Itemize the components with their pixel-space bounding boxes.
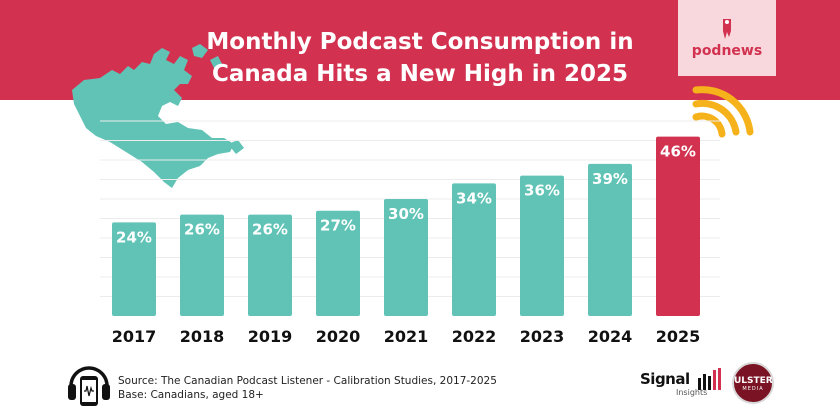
base-text: Base: Canadians, aged 18+ [118,389,264,401]
x-tick-2021: 2021 [384,327,429,346]
data-label-2023: 36% [524,182,560,200]
podnews-wordmark: podnews [691,43,763,59]
ulster-subtitle: MEDIA [742,386,764,392]
headphones-phone-icon [68,366,110,406]
chart-title: Monthly Podcast Consumption in Canada Hi… [150,26,690,90]
microphone-icon [723,19,731,39]
data-label-2025: 46% [660,143,696,161]
signal-wordmark: Signal [640,370,690,388]
bar-2024 [588,163,632,316]
x-tick-2024: 2024 [588,327,633,346]
data-label-2018: 26% [184,221,220,239]
bar-2019 [248,214,292,316]
bar-chart: 24% 26% 26% 27% 30% 34% 36% 39% 46% 2017 2018 2019… [100,120,720,346]
data-label-2017: 24% [116,228,152,246]
x-tick-2018: 2018 [180,327,225,346]
podnews-logo: podnews [678,0,776,76]
signal-insights-logo: Signal Insights [640,368,722,404]
bar-2022 [452,183,496,316]
ulster-media-logo: ULSTER MEDIA [732,362,774,404]
data-label-2021: 30% [388,205,424,223]
source-note: Source: The Canadian Podcast Listener - … [118,374,497,402]
bar-2018 [180,214,224,316]
source-text: Source: The Canadian Podcast Listener - … [118,375,497,387]
bar-2023 [520,175,564,316]
ulster-wordmark: ULSTER [734,376,773,386]
bar-2021 [384,199,428,316]
bar-2020 [316,210,360,316]
bar-2017 [112,222,156,316]
signal-bars-icon [698,368,721,390]
data-label-2019: 26% [252,221,288,239]
x-tick-2020: 2020 [316,327,361,346]
canada-map-icon [72,44,244,188]
bar-2025 [656,136,700,316]
title-line-1: Monthly Podcast Consumption in [206,29,634,55]
x-tick-2022: 2022 [452,327,497,346]
title-line-2: Canada Hits a New High in 2025 [212,61,628,87]
x-tick-2023: 2023 [520,327,565,346]
broadcast-signal-icon [692,86,754,138]
data-label-2020: 27% [320,217,356,235]
data-label-2024: 39% [592,170,628,188]
signal-subtitle: Insights [676,388,708,397]
x-tick-2025: 2025 [656,327,701,346]
x-tick-2019: 2019 [248,327,293,346]
data-label-2022: 34% [456,189,492,207]
x-tick-2017: 2017 [112,327,157,346]
